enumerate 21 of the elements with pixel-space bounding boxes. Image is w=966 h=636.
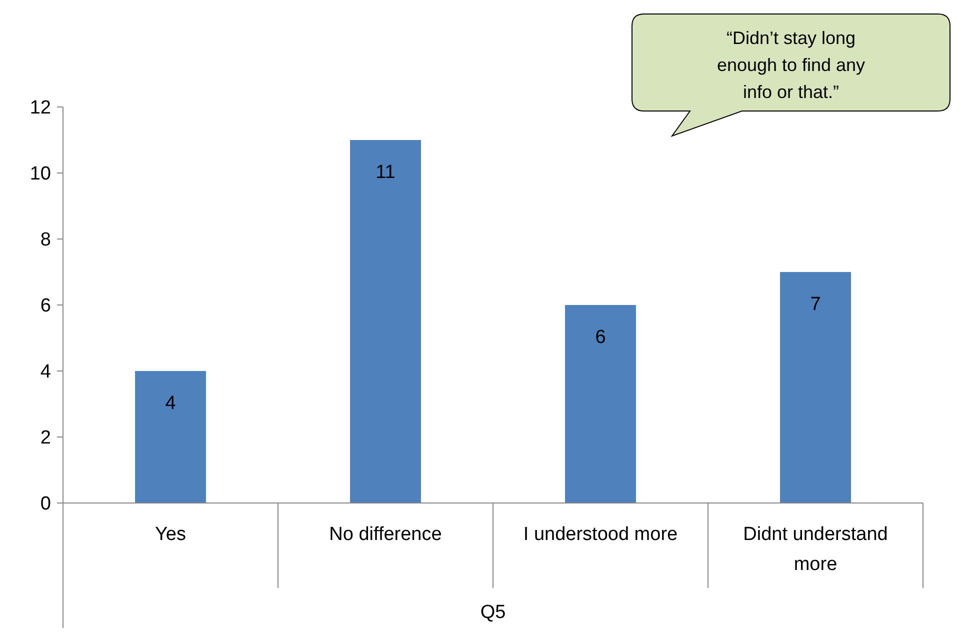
x-axis-title: Q5	[480, 602, 506, 623]
y-tick-label: 12	[30, 98, 51, 119]
data-label: 11	[376, 162, 396, 183]
y-tick-label: 0	[40, 494, 51, 515]
text: “Didn’t stay long enough to find any info or that.”	[716, 28, 866, 102]
data-label: 4	[165, 393, 176, 414]
x-tick-label: Didnt understand more	[743, 524, 888, 575]
x-tick-label: Yes	[155, 524, 186, 545]
y-tick-label: 2	[40, 428, 51, 449]
bar	[350, 140, 421, 503]
bar	[780, 272, 851, 503]
bar	[135, 371, 206, 503]
y-tick-label: 4	[40, 362, 52, 383]
x-tick-label: No difference	[329, 524, 442, 545]
y-tick-label: 6	[40, 296, 51, 317]
data-label: 6	[595, 327, 606, 348]
data-label: 7	[810, 294, 821, 315]
y-tick-label: 10	[30, 164, 51, 185]
x-tick-label: I understood more	[523, 524, 678, 545]
y-tick-label: 8	[40, 230, 51, 251]
bar	[565, 305, 636, 503]
